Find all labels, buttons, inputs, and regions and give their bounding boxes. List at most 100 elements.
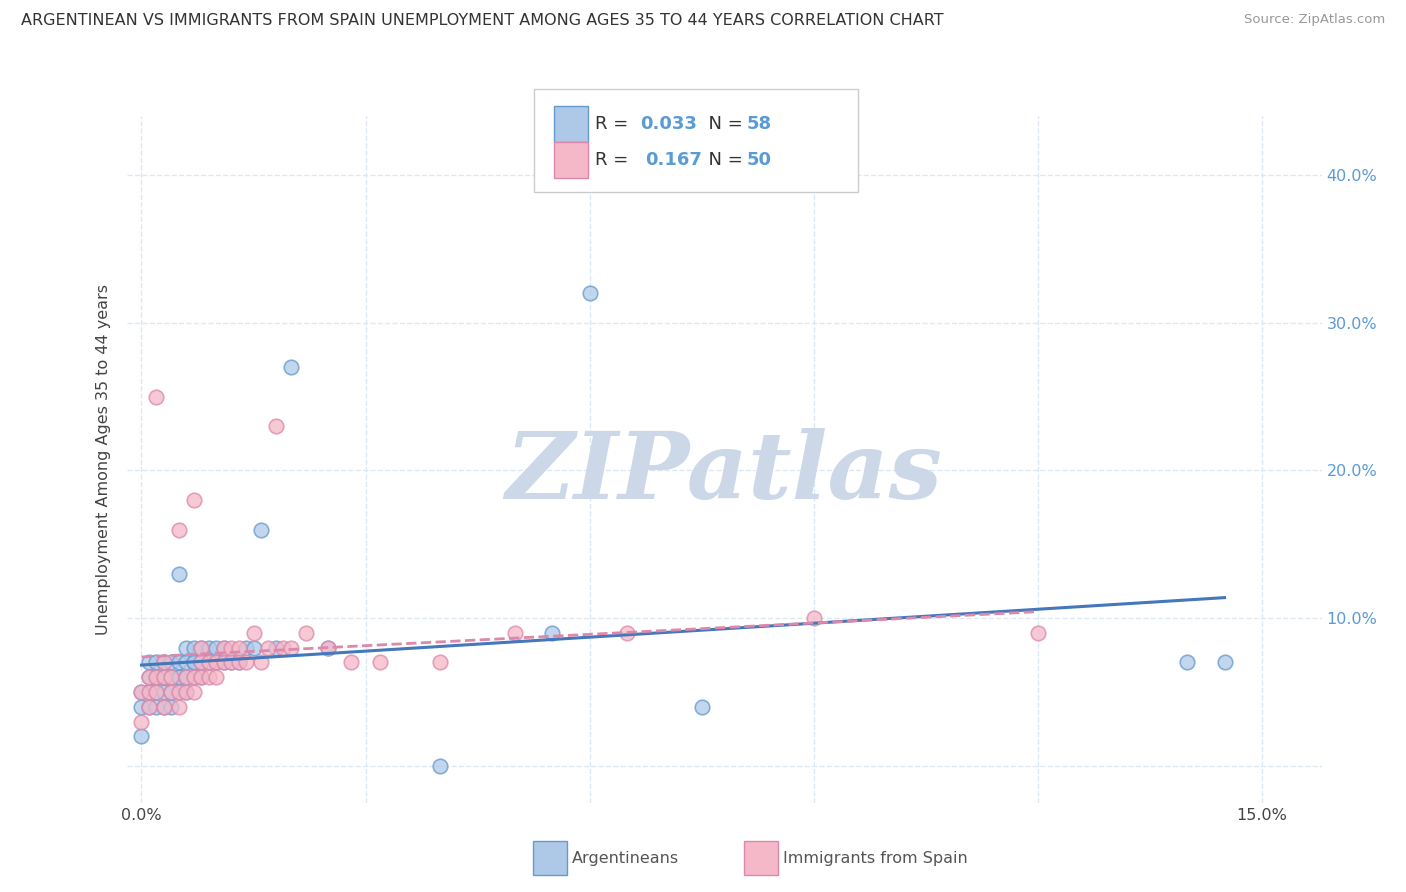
- Point: [145, 656, 167, 670]
- Point: [250, 523, 273, 537]
- Point: [138, 685, 160, 699]
- Point: [160, 699, 183, 714]
- Point: [183, 493, 205, 508]
- Point: [197, 656, 219, 670]
- Point: [145, 670, 167, 684]
- Point: [273, 640, 295, 655]
- Point: [153, 670, 176, 684]
- Text: R =: R =: [595, 151, 640, 169]
- Point: [228, 640, 250, 655]
- Point: [145, 390, 167, 404]
- Point: [131, 699, 153, 714]
- Point: [138, 656, 160, 670]
- Point: [160, 656, 183, 670]
- Text: ZIPatlas: ZIPatlas: [506, 428, 942, 518]
- Point: [190, 670, 212, 684]
- Point: [174, 656, 197, 670]
- Point: [153, 656, 176, 670]
- Point: [153, 685, 176, 699]
- Point: [212, 656, 235, 670]
- Point: [197, 640, 219, 655]
- Point: [160, 685, 183, 699]
- Point: [167, 685, 190, 699]
- Point: [190, 640, 212, 655]
- Point: [257, 640, 280, 655]
- Point: [131, 729, 153, 743]
- Point: [183, 656, 205, 670]
- Point: [316, 640, 339, 655]
- Point: [145, 685, 167, 699]
- Point: [429, 759, 451, 773]
- Point: [242, 626, 264, 640]
- Point: [197, 656, 219, 670]
- Point: [160, 670, 183, 684]
- Text: 0.167: 0.167: [645, 151, 702, 169]
- Point: [190, 656, 212, 670]
- Point: [1213, 656, 1236, 670]
- Point: [212, 656, 235, 670]
- Text: 58: 58: [747, 115, 772, 133]
- Point: [153, 670, 176, 684]
- Point: [174, 685, 197, 699]
- Point: [190, 640, 212, 655]
- Text: Argentineans: Argentineans: [572, 851, 679, 865]
- Point: [174, 670, 197, 684]
- Point: [153, 699, 176, 714]
- Point: [316, 640, 339, 655]
- Point: [370, 656, 392, 670]
- Point: [228, 656, 250, 670]
- Point: [131, 685, 153, 699]
- Point: [145, 670, 167, 684]
- Point: [235, 656, 257, 670]
- Point: [190, 656, 212, 670]
- Y-axis label: Unemployment Among Ages 35 to 44 years: Unemployment Among Ages 35 to 44 years: [96, 284, 111, 635]
- Point: [183, 670, 205, 684]
- Point: [190, 670, 212, 684]
- Point: [183, 670, 205, 684]
- Text: ARGENTINEAN VS IMMIGRANTS FROM SPAIN UNEMPLOYMENT AMONG AGES 35 TO 44 YEARS CORR: ARGENTINEAN VS IMMIGRANTS FROM SPAIN UNE…: [21, 13, 943, 29]
- Point: [145, 670, 167, 684]
- Point: [212, 640, 235, 655]
- Point: [205, 656, 228, 670]
- Point: [138, 699, 160, 714]
- Point: [294, 626, 316, 640]
- Point: [1175, 656, 1198, 670]
- Text: R =: R =: [595, 115, 634, 133]
- Point: [145, 699, 167, 714]
- Point: [235, 640, 257, 655]
- Point: [205, 656, 228, 670]
- Point: [183, 685, 205, 699]
- Point: [138, 670, 160, 684]
- Point: [250, 656, 273, 670]
- Point: [242, 640, 264, 655]
- Point: [167, 685, 190, 699]
- Point: [138, 685, 160, 699]
- Point: [205, 640, 228, 655]
- Point: [339, 656, 361, 670]
- Point: [264, 640, 287, 655]
- Point: [131, 714, 153, 729]
- Point: [219, 656, 242, 670]
- Point: [160, 670, 183, 684]
- Text: 0.033: 0.033: [640, 115, 696, 133]
- Point: [167, 670, 190, 684]
- Point: [1026, 626, 1049, 640]
- Point: [219, 640, 242, 655]
- Point: [280, 640, 302, 655]
- Point: [264, 419, 287, 434]
- Point: [690, 699, 713, 714]
- Point: [138, 699, 160, 714]
- Point: [174, 640, 197, 655]
- Point: [541, 626, 564, 640]
- Point: [197, 656, 219, 670]
- Point: [138, 670, 160, 684]
- Text: 50: 50: [747, 151, 772, 169]
- Point: [205, 670, 228, 684]
- Point: [160, 685, 183, 699]
- Point: [183, 656, 205, 670]
- Text: Source: ZipAtlas.com: Source: ZipAtlas.com: [1244, 13, 1385, 27]
- Point: [153, 656, 176, 670]
- Point: [145, 685, 167, 699]
- Text: N =: N =: [697, 115, 749, 133]
- Point: [153, 670, 176, 684]
